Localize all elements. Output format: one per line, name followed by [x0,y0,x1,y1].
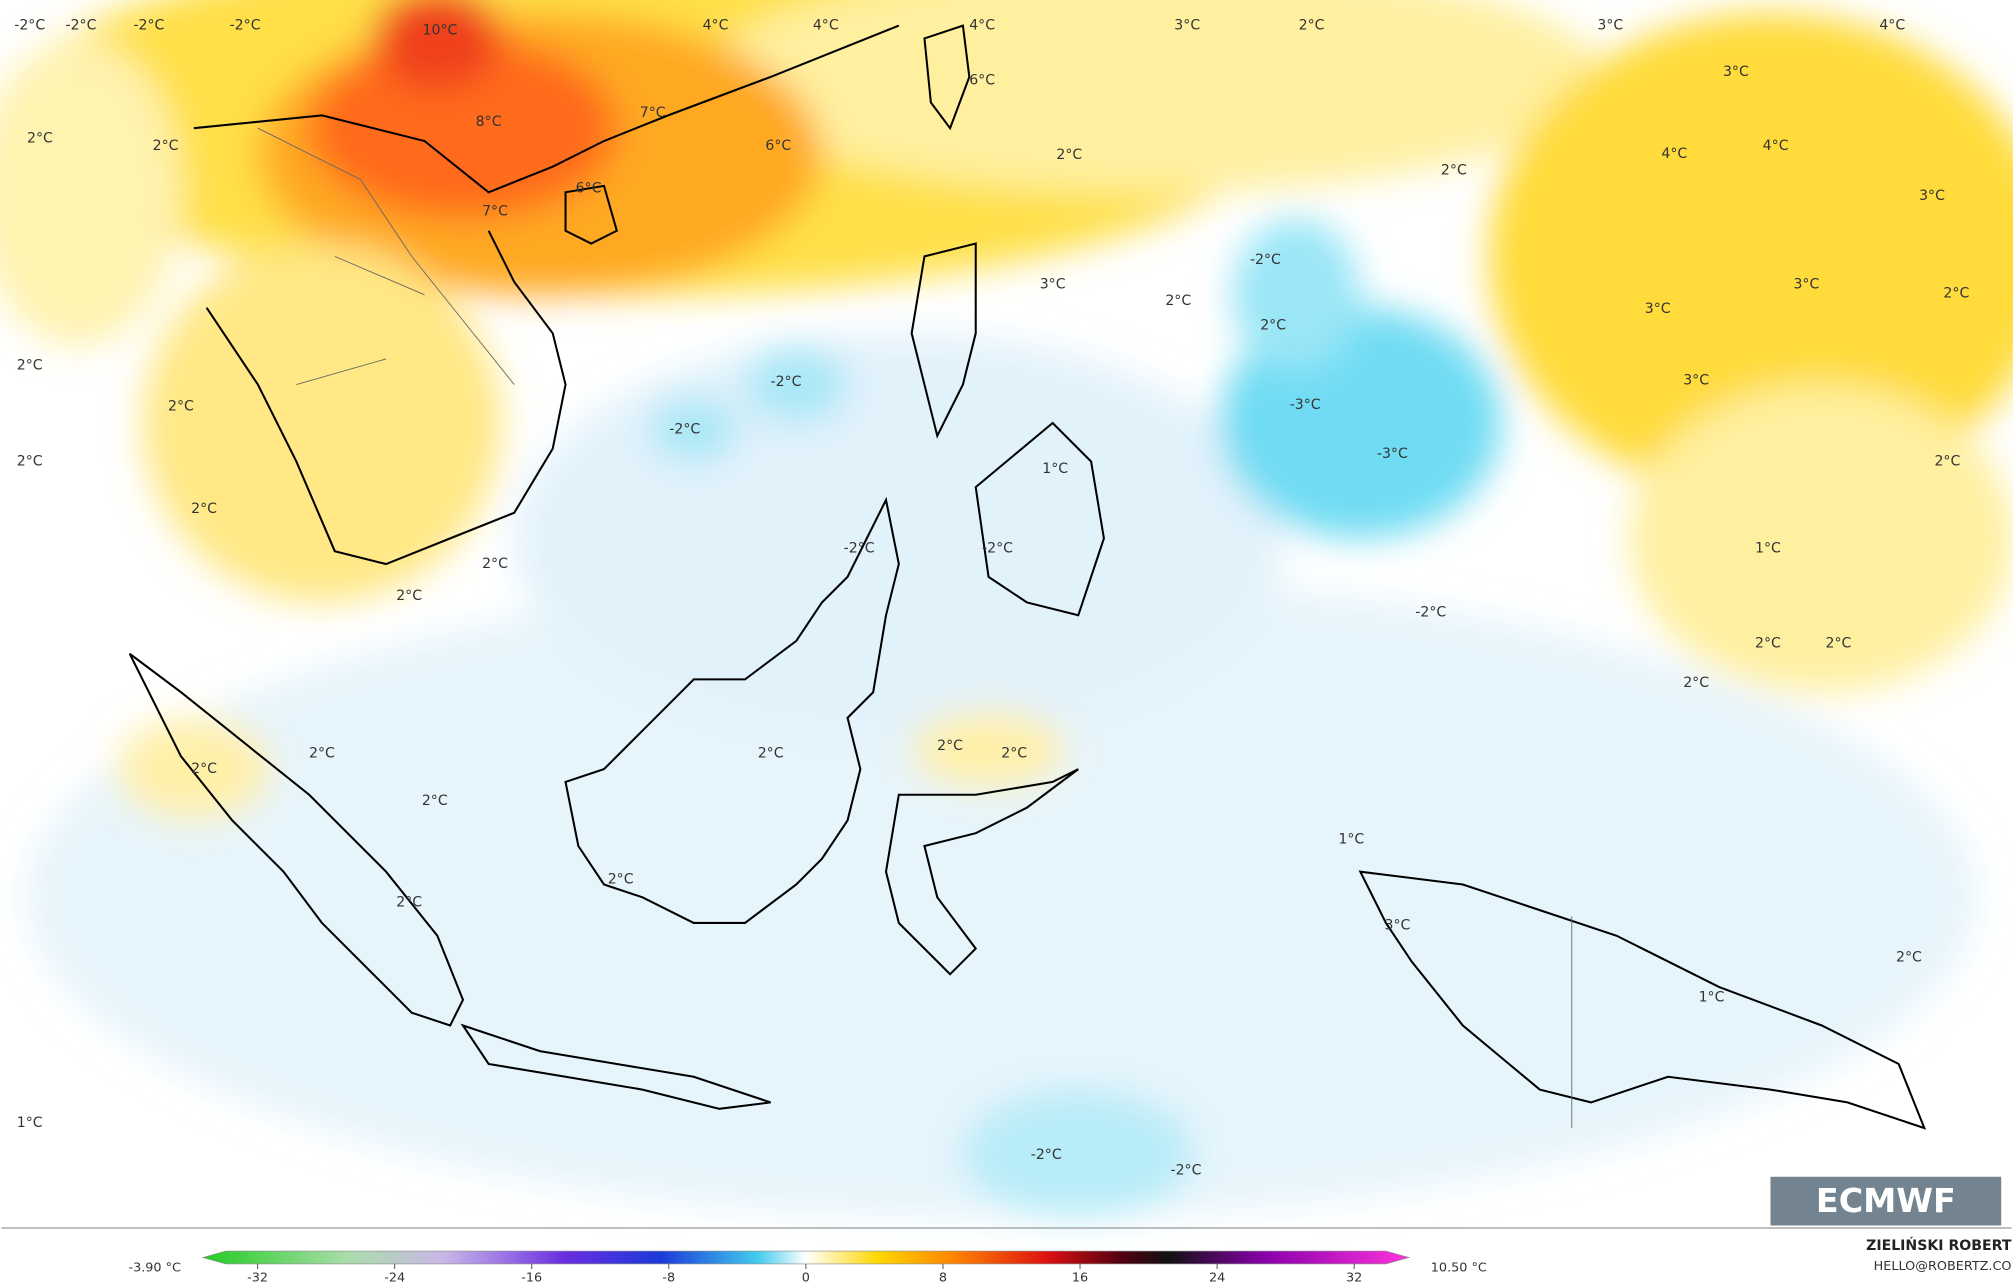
contour-label: 4°C [1763,138,1789,154]
contour-label: 2°C [309,746,335,762]
colorbar-max-label: 10.50 °C [1431,1260,1487,1275]
contour-label: 2°C [1001,746,1027,762]
contour-label: 4°C [813,18,839,34]
contour-label: 3°C [1174,18,1200,34]
contour-label: 2°C [1826,636,1852,652]
contour-label: -2°C [1250,252,1281,268]
contour-label: 7°C [482,204,508,220]
contour-label: 2°C [1755,636,1781,652]
contour-label: 2°C [153,138,179,154]
colorbar-tick-label: 24 [1209,1271,1225,1286]
contour-label: 2°C [1056,147,1082,163]
colorbar-tick-label: 16 [1072,1271,1088,1286]
contour-label: 2°C [17,453,43,469]
borders [257,127,1573,1129]
contour-label: -2°C [230,18,261,34]
contour-label: 4°C [703,18,729,34]
contour-label: -2°C [14,18,45,34]
email: HELLO@ROBERTZ.CO [1874,1259,2012,1274]
contour-label: 2°C [168,398,194,414]
contour-label: 10°C [422,23,457,39]
contour-label: 2°C [482,556,508,572]
contour-label: -2°C [771,374,802,390]
contour-label: 2°C [191,761,217,777]
contour-label: -3°C [1377,446,1408,462]
contour-label: 3°C [1385,918,1411,934]
coastlines [128,24,1927,1130]
contour-label: 2°C [1165,293,1191,309]
contour-label: 2°C [1896,950,1922,966]
contour-label: 2°C [1260,318,1286,334]
contour-label: 3°C [1040,277,1066,293]
contour-label: 3°C [1723,64,1749,80]
contour-label: 3°C [1597,18,1623,34]
contour-label: -2°C [982,541,1013,557]
colorbar-tick-label: 32 [1346,1271,1362,1286]
contour-label: -2°C [133,18,164,34]
contour-labels: -2°C -2°C -2°C -2°C 10°C 4°C 4°C 4°C 3°C 2°C 3°C 4°… [14,18,1969,1179]
contour-label: 2°C [1934,453,1960,469]
colorbar-tick-label: -16 [521,1271,542,1286]
contour-label: -2°C [1170,1162,1201,1178]
contour-label: 2°C [1441,162,1467,178]
contour-label: 2°C [396,588,422,604]
contour-label: -2°C [1031,1147,1062,1163]
contour-label: 1°C [1338,832,1364,848]
logo-text: ECMWF [1816,1181,1956,1220]
colorbar-scale [201,1250,1411,1265]
contour-label: 2°C [422,793,448,809]
contour-label: 6°C [765,138,791,154]
contour-label: 4°C [1879,18,1905,34]
contour-label: 2°C [1683,675,1709,691]
contour-label: -2°C [1415,605,1446,621]
contour-label: 2°C [937,738,963,754]
contour-label: -3°C [1290,397,1321,413]
colorbar-tick-label: -8 [662,1271,675,1286]
colorbar: -3.90 °C 10.50 °C -32 -24 -16 -8 0 8 16 24 32 [128,1250,1487,1286]
contour-label: 3°C [1683,373,1709,389]
contour-label: 6°C [576,180,602,196]
colorbar-tick-label: 0 [802,1271,810,1286]
contour-label: -2°C [844,541,875,557]
colorbar-min-label: -3.90 °C [128,1260,181,1275]
contour-label: 4°C [1661,146,1687,162]
contour-label: 2°C [1943,286,1969,302]
contour-label: 7°C [640,105,666,121]
contour-label: 3°C [1793,277,1819,293]
contour-label: 2°C [608,871,634,887]
map-area: -2°C -2°C -2°C -2°C 10°C 4°C 4°C 4°C 3°C 2°C 3°C 4°… [0,0,2013,1226]
contour-label: 3°C [1645,301,1671,317]
contour-label: 1°C [17,1115,43,1131]
contour-label: 3°C [1919,188,1945,204]
contour-label: 4°C [969,18,995,34]
contour-label: 2°C [17,357,43,373]
contour-label: 8°C [476,114,502,130]
contour-label: 1°C [1042,461,1068,477]
colorbar-tick-label: 8 [939,1271,947,1286]
ecmwf-logo: ECMWF [1770,1176,2002,1226]
colorbar-tick-label: -24 [384,1271,405,1286]
colorbar-tick-label: -32 [247,1271,268,1286]
contour-label: 6°C [969,73,995,89]
contour-label: 2°C [758,746,784,762]
author: ZIELIŃSKI ROBERT [1866,1236,2012,1254]
contour-label: 2°C [27,130,53,146]
contour-label: 2°C [396,894,422,910]
contour-label: 2°C [1299,18,1325,34]
contour-label: -2°C [66,18,97,34]
contour-label: 1°C [1699,989,1725,1005]
contour-label: 2°C [191,501,217,517]
contour-label: 1°C [1755,541,1781,557]
contour-label: -2°C [669,421,700,437]
